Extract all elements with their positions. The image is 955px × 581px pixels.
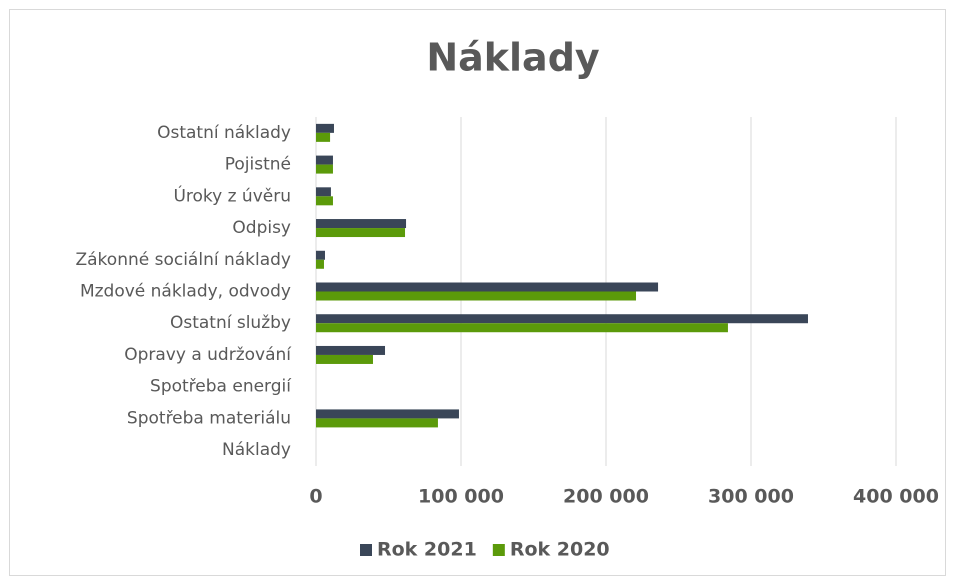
bar (316, 164, 333, 174)
y-tick-label: Spotřeba materiálu (127, 408, 291, 428)
bar (316, 409, 459, 419)
bar (316, 196, 333, 206)
x-tick-label: 100 000 (418, 486, 504, 508)
y-tick-label: Ostatní náklady (157, 123, 291, 143)
bar (316, 259, 324, 269)
legend-label: Rok 2021 (377, 539, 477, 561)
bar (316, 323, 728, 333)
x-tick-label: 400 000 (853, 486, 939, 508)
y-tick-label: Mzdové náklady, odvody (80, 282, 291, 302)
y-tick-label: Opravy a udržování (124, 345, 292, 365)
chart-title: Náklady (426, 36, 600, 80)
bar (316, 314, 808, 324)
bar (316, 155, 333, 165)
y-tick-label: Zákonné sociální náklady (75, 250, 291, 270)
y-tick-label: Spotřeba energií (150, 377, 292, 397)
bar (316, 132, 331, 142)
bar (316, 228, 406, 238)
y-tick-label: Úroky z úvěru (173, 184, 291, 206)
x-tick-label: 300 000 (708, 486, 794, 508)
bar (316, 354, 373, 364)
y-tick-label: Odpisy (232, 218, 291, 238)
bar (316, 250, 325, 260)
y-tick-label: Ostatní služby (170, 313, 291, 333)
x-tick-label: 0 (309, 486, 322, 508)
bar (316, 187, 331, 197)
bar (316, 219, 407, 229)
bar (316, 123, 334, 133)
legend-swatch (492, 544, 505, 556)
y-tick-label: Náklady (222, 440, 291, 460)
bar (316, 282, 659, 292)
legend-label: Rok 2020 (510, 539, 610, 561)
bar (316, 418, 438, 428)
bar (316, 291, 637, 301)
bar (316, 345, 386, 355)
x-tick-label: 200 000 (563, 486, 649, 508)
legend-swatch (360, 544, 372, 556)
y-tick-label: Pojistné (225, 155, 291, 175)
